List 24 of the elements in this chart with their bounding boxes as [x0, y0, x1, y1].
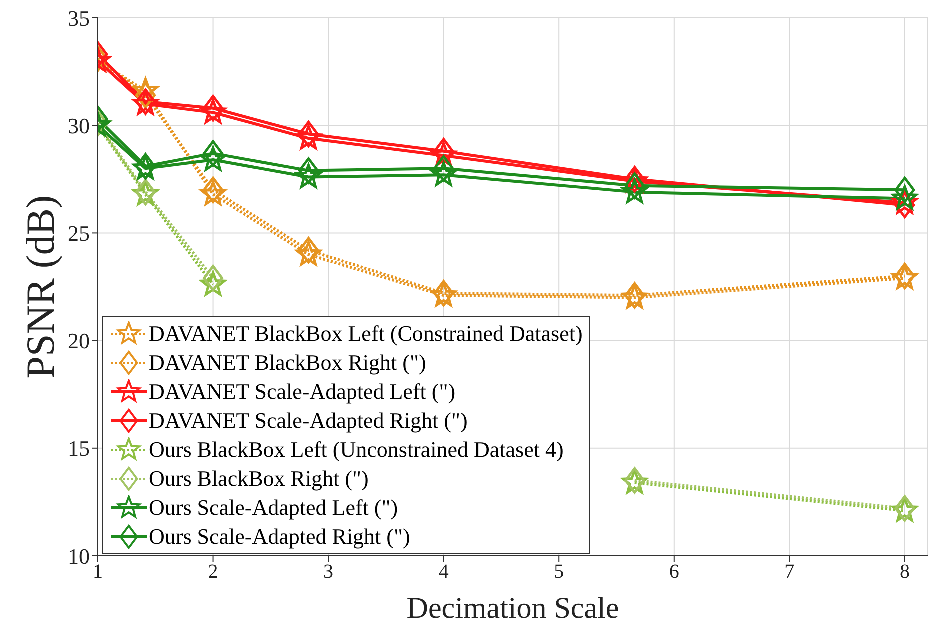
x-tick-label: 1	[93, 561, 103, 584]
legend-label: DAVANET Scale-Adapted Right (")	[149, 407, 468, 435]
y-tick-label: 15	[68, 436, 90, 462]
legend-label: DAVANET BlackBox Right (")	[149, 349, 426, 377]
x-tick-label: 8	[900, 561, 910, 584]
x-tick-label: 4	[438, 561, 449, 584]
legend-label: DAVANET Scale-Adapted Left (")	[149, 378, 456, 406]
x-tick-label: 6	[669, 561, 680, 584]
y-tick-label: 25	[68, 221, 90, 246]
y-tick-label: 30	[68, 113, 90, 138]
y-tick-label: 35	[68, 6, 90, 31]
legend-label: Ours Scale-Adapted Right (")	[149, 523, 410, 551]
y-tick-label: 20	[68, 328, 90, 354]
legend-label: DAVANET BlackBox Left (Constrained Dataset)	[149, 320, 583, 348]
legend-label: Ours BlackBox Left (Unconstrained Dataset 4)	[149, 436, 564, 464]
x-axis-title: Decimation Scale	[406, 592, 620, 625]
x-tick-label: 5	[554, 561, 564, 584]
y-tick-label: 10	[68, 544, 90, 569]
x-tick-label: 7	[784, 561, 795, 584]
x-tick-label: 2	[208, 561, 218, 584]
x-tick-label: 3	[324, 561, 334, 584]
legend-label: Ours Scale-Adapted Left (")	[149, 494, 398, 522]
y-axis-title: PSNR (dB)	[18, 195, 64, 379]
legend-label: Ours BlackBox Right (")	[149, 465, 369, 493]
